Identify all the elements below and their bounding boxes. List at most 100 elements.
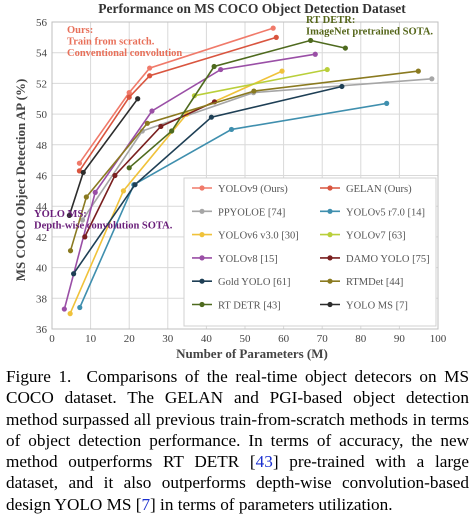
y-axis-label: MS COCO Object Detection AP (%) <box>13 79 28 282</box>
series-line <box>72 85 343 275</box>
data-point <box>71 271 77 277</box>
plot-frame <box>51 21 439 330</box>
data-point <box>76 160 83 166</box>
data-point <box>384 100 390 106</box>
data-point <box>82 234 88 240</box>
legend-marker <box>199 185 205 191</box>
data-point <box>144 120 150 126</box>
legend-entry: RT DETR [43] <box>192 301 281 312</box>
annotation-text: Ours: <box>67 25 93 36</box>
series <box>71 83 345 277</box>
series <box>77 100 390 311</box>
data-point <box>208 114 215 120</box>
x-tick-label: 40 <box>201 333 213 345</box>
series <box>67 68 421 254</box>
data-point <box>66 212 72 219</box>
annotation-text: ImageNet pretrained SOTA. <box>306 27 433 38</box>
y-tick-label: 56 <box>36 17 48 29</box>
legend-entry: YOLOv6 v3.0 [30] <box>192 231 299 242</box>
legend-marker <box>327 208 333 214</box>
annotation-text: RT DETR: <box>306 15 355 26</box>
caption-ref-link[interactable]: 43 <box>255 452 273 472</box>
legend-label: GELAN (Ours) <box>346 184 412 195</box>
data-point <box>67 248 74 254</box>
series-line <box>84 101 215 238</box>
legend-entry: DAMO YOLO [75] <box>320 254 430 265</box>
data-point <box>135 96 141 102</box>
data-point <box>251 88 257 94</box>
legend-marker <box>327 232 333 238</box>
legend-label: YOLO MS [7] <box>346 301 408 312</box>
data-point <box>83 194 89 200</box>
data-point <box>279 68 285 74</box>
data-point <box>273 34 279 40</box>
data-point <box>132 182 138 188</box>
legend-entry: YOLO MS [7] <box>320 301 408 312</box>
data-point <box>92 189 98 195</box>
legend-label: RTMDet [44] <box>346 277 403 288</box>
legend-label: DAMO YOLO [75] <box>346 254 430 265</box>
data-point <box>112 172 118 179</box>
legend-entry: YOLOv7 [63] <box>320 231 406 242</box>
caption-label: Figure 1. <box>6 367 72 386</box>
data-point <box>211 63 217 70</box>
caption-ref-link[interactable]: 7 <box>141 494 151 514</box>
annotation-text: YOLO MS: <box>34 209 87 220</box>
x-tick-label: 30 <box>162 333 174 345</box>
legend-entry: Gold YOLO [61] <box>192 277 291 288</box>
annotations: Ours:Train from scratch.Conventional con… <box>34 15 433 232</box>
y-tick-label: 40 <box>36 263 48 275</box>
data-point <box>120 188 127 194</box>
data-point <box>415 68 421 74</box>
x-tick-label: 90 <box>394 333 406 345</box>
legend: YOLOv9 (Ours) GELAN (Ours) PPYOLOE [74] YOL… <box>183 177 437 327</box>
series <box>66 96 141 219</box>
series <box>61 51 318 312</box>
axes: 36 38 40 42 44 46 48 50 52 54 56 0 10 20 30 40 50 60 70 80 9… <box>36 17 447 345</box>
data-point <box>147 73 153 79</box>
x-axis-label: Number of Parameters (M) <box>176 346 328 361</box>
y-tick-label: 44 <box>36 201 48 213</box>
data-point <box>218 66 224 73</box>
y-tick-label: 46 <box>36 171 48 183</box>
legend-entry: YOLOv9 (Ours) <box>192 184 288 195</box>
data-point <box>80 169 86 176</box>
series-line <box>69 70 283 314</box>
legend-label: YOLOv6 v3.0 [30] <box>218 231 299 242</box>
data-point <box>126 94 132 100</box>
performance-chart: Performance on MS COCO Object Detection … <box>13 1 447 361</box>
x-tick-label: 0 <box>49 333 55 345</box>
y-tick-label: 36 <box>36 324 48 336</box>
legend-marker <box>199 208 205 214</box>
series-line <box>78 27 274 164</box>
annotation-text: Conventional convolution <box>67 48 182 59</box>
caption-text-1: Comparisons of the real-time object dete… <box>6 367 470 472</box>
y-tick-label: 48 <box>36 140 48 152</box>
annotation-text: Depth-wise convolution SOTA. <box>34 221 173 232</box>
data-point <box>147 65 153 71</box>
x-tick-label: 70 <box>317 333 329 345</box>
data-point <box>339 83 345 90</box>
data-point <box>149 108 155 114</box>
data-point <box>77 304 83 311</box>
data-point <box>308 37 314 44</box>
annotation-text: Train from scratch. <box>67 37 155 48</box>
series <box>82 99 218 240</box>
x-tick-label: 100 <box>430 333 447 345</box>
legend-label: YOLOv8 [15] <box>218 254 278 265</box>
legend-label: YOLOv9 (Ours) <box>218 184 288 195</box>
legend-label: Gold YOLO [61] <box>218 277 291 288</box>
legend-marker <box>327 185 333 191</box>
legend-marker <box>327 301 333 308</box>
legend-entry: GELAN (Ours) <box>320 184 412 195</box>
data-point <box>169 128 175 134</box>
x-tick-label: 10 <box>85 333 97 345</box>
series-layer <box>61 25 435 317</box>
y-tick-label: 38 <box>36 293 48 305</box>
legend-entry: PPYOLOE [74] <box>192 207 285 218</box>
x-tick-label: 80 <box>355 333 367 345</box>
x-tick-label: 20 <box>124 333 136 345</box>
legend-marker <box>327 255 333 261</box>
data-point <box>429 76 435 82</box>
data-point <box>61 306 67 312</box>
